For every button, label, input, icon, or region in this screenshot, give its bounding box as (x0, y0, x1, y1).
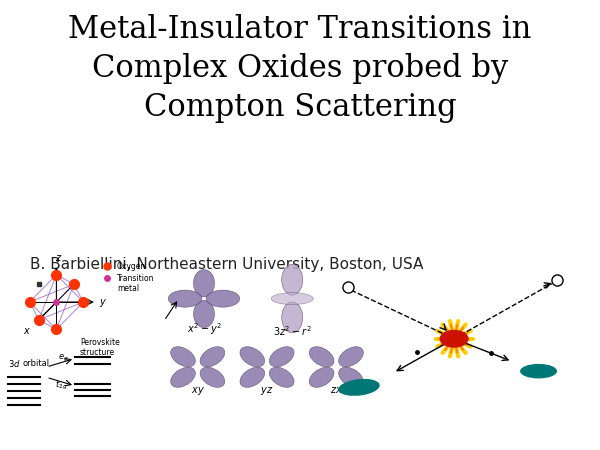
Text: z: z (56, 252, 61, 263)
Ellipse shape (193, 300, 215, 328)
Text: metal: metal (117, 284, 139, 293)
Ellipse shape (338, 367, 364, 387)
Text: y: y (99, 297, 104, 307)
Text: $xy$: $xy$ (191, 385, 205, 396)
Ellipse shape (271, 292, 313, 305)
Text: Transition: Transition (117, 274, 154, 283)
Text: $yz$: $yz$ (260, 385, 274, 396)
Text: Oxygen: Oxygen (117, 261, 146, 270)
Text: $e_g$: $e_g$ (58, 353, 69, 364)
Ellipse shape (269, 346, 294, 367)
Ellipse shape (170, 367, 196, 387)
Ellipse shape (240, 346, 265, 367)
Text: Perovskite
structure: Perovskite structure (80, 338, 119, 357)
Ellipse shape (240, 367, 265, 387)
Circle shape (440, 330, 469, 348)
Ellipse shape (170, 346, 196, 367)
Text: B. Barbiellini, Northeastern University, Boston, USA: B. Barbiellini, Northeastern University,… (30, 256, 424, 271)
Text: $x^2-y^2$: $x^2-y^2$ (187, 321, 221, 337)
Text: $zx$: $zx$ (330, 385, 343, 395)
Ellipse shape (338, 379, 380, 396)
Ellipse shape (338, 346, 364, 367)
Ellipse shape (206, 290, 240, 307)
Ellipse shape (520, 364, 557, 378)
Ellipse shape (193, 270, 215, 297)
Ellipse shape (168, 290, 202, 307)
Ellipse shape (282, 302, 303, 333)
Ellipse shape (200, 367, 225, 387)
Text: x: x (23, 326, 29, 336)
Text: $3z^2-r^2$: $3z^2-r^2$ (273, 324, 311, 338)
Ellipse shape (309, 346, 334, 367)
Text: Metal-Insulator Transitions in
Complex Oxides probed by
Compton Scattering: Metal-Insulator Transitions in Complex O… (68, 14, 532, 123)
Ellipse shape (282, 265, 303, 295)
Text: $3d$: $3d$ (8, 358, 20, 369)
Text: orbital: orbital (23, 359, 50, 368)
Ellipse shape (269, 367, 294, 387)
Text: $t_{2g}$: $t_{2g}$ (55, 379, 67, 392)
Ellipse shape (200, 346, 225, 367)
Ellipse shape (309, 367, 334, 387)
